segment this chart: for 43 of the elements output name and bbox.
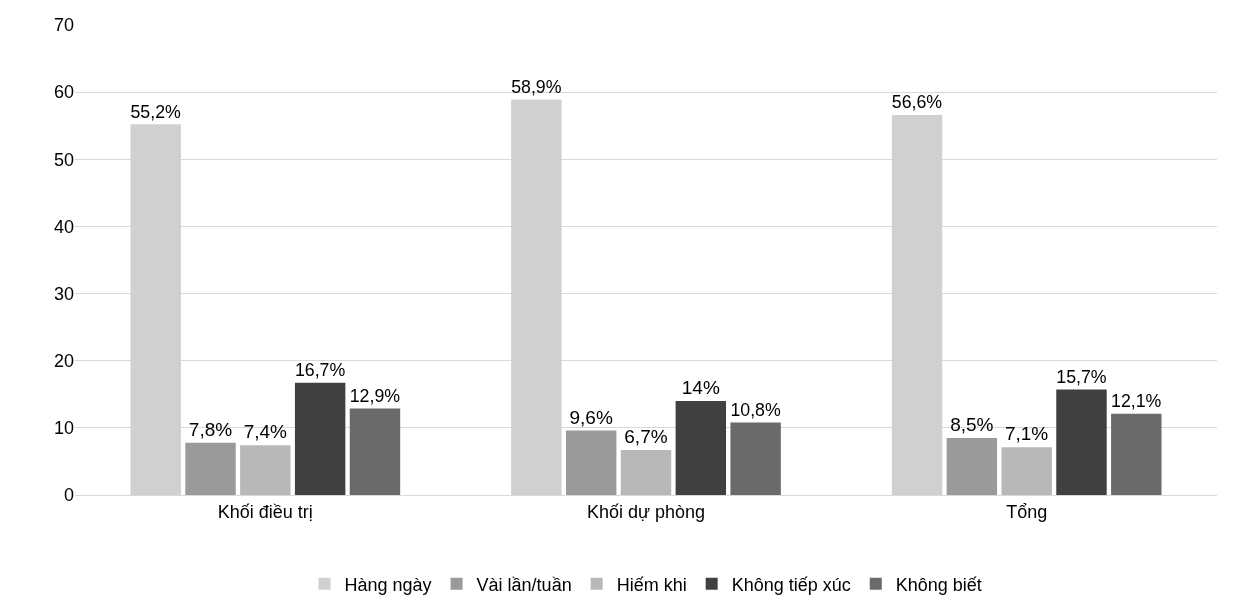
y-tick-label: 60	[53, 82, 74, 103]
x-tick-label: Khối dự phòng	[586, 501, 706, 522]
legend-label: Hàng ngày	[344, 574, 432, 595]
data-label: 7,4%	[243, 421, 288, 443]
bar	[946, 437, 998, 495]
bar	[1111, 413, 1162, 495]
legend-label: Không biết	[895, 574, 982, 595]
data-label: 16,7%	[294, 360, 346, 381]
data-label: 15,7%	[1056, 366, 1107, 387]
x-tick-label: Khối điều trị	[217, 501, 313, 522]
bar	[565, 430, 617, 495]
data-label: 10,8%	[730, 399, 781, 420]
bar	[240, 445, 291, 495]
data-label: 7,8%	[188, 418, 233, 440]
legend-label: Hiếm khi	[616, 574, 687, 595]
bar	[349, 408, 401, 495]
y-tick-label: 10	[53, 418, 74, 439]
bar	[185, 442, 236, 495]
y-tick-label: 50	[53, 149, 74, 170]
bar	[1056, 389, 1107, 495]
data-label: 7,1%	[1004, 423, 1049, 445]
bar	[730, 422, 781, 495]
data-label: 55,2%	[130, 101, 182, 122]
bar	[1001, 447, 1052, 495]
data-label: 58,9%	[511, 76, 562, 97]
data-label: 12,9%	[349, 385, 401, 406]
x-tick-label: Tổng	[1006, 501, 1048, 522]
data-label: 9,6%	[569, 406, 613, 428]
data-label: 8,5%	[950, 413, 994, 435]
y-tick-label: 70	[53, 15, 74, 36]
data-label: 6,7%	[624, 426, 668, 448]
y-tick-label: 30	[53, 283, 74, 304]
y-tick-label: 0	[63, 485, 74, 506]
y-tick-label: 20	[53, 351, 74, 372]
data-label: 12,1%	[1111, 391, 1162, 412]
data-label: 14%	[681, 377, 720, 398]
legend-label: Không tiếp xúc	[731, 574, 851, 595]
bar	[675, 401, 727, 495]
legend-label: Vài lần/tuần	[476, 574, 572, 595]
bar	[620, 450, 672, 495]
bar	[294, 382, 346, 495]
data-label: 56,6%	[891, 92, 943, 113]
y-tick-label: 40	[53, 216, 74, 237]
